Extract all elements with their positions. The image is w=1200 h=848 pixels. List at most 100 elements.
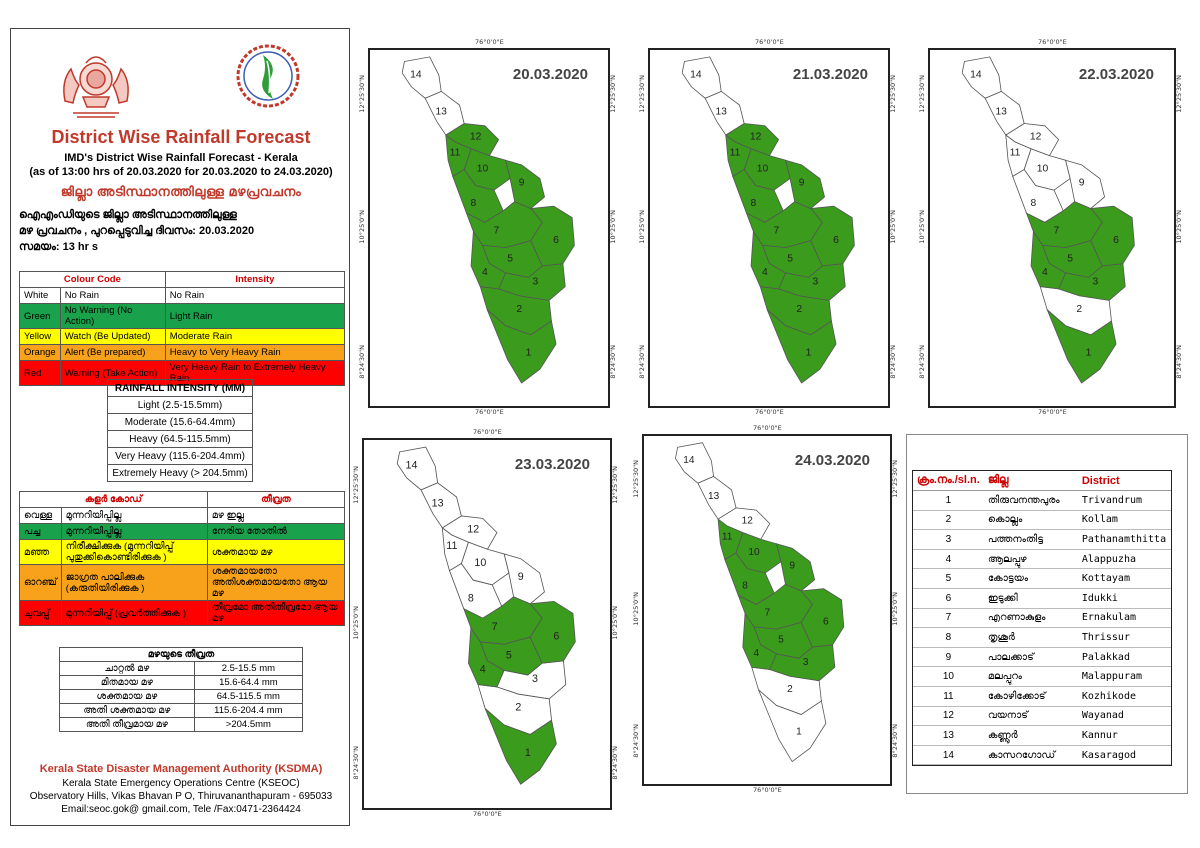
- district-number-label: 4: [482, 267, 488, 278]
- latitude-label: 10°25'0"N: [891, 592, 899, 626]
- malayalam-line-3: സമയം: 13 hr s: [19, 241, 99, 253]
- district-number-label: 6: [823, 617, 829, 628]
- page-title: District Wise Rainfall Forecast: [51, 127, 311, 147]
- longitude-label: 76°0'0"E: [753, 786, 782, 794]
- intensity-row: Extremely Heavy (> 204.5mm): [107, 464, 253, 482]
- ml-intensity-range: 64.5-115.5 mm: [193, 689, 304, 704]
- district-number-label: 4: [762, 267, 768, 278]
- colour-intensity: Moderate Rain: [164, 328, 346, 345]
- district-number-label: 10: [477, 164, 489, 175]
- ml-colour-intensity: മഴ ഇല്ല: [206, 507, 346, 524]
- district-number-label: 7: [493, 226, 499, 237]
- ml-colour-row-white: വെള്ള മുന്നറിയിപ്പില്ല മഴ ഇല്ല: [19, 507, 346, 524]
- colour-intensity: Heavy to Very Heavy Rain: [164, 344, 346, 361]
- district-row: 14 കാസറഗോഡ് Kasaragod: [913, 745, 1171, 766]
- colour-code-header: Colour Code: [19, 271, 166, 288]
- colour-row-yellow: Yellow Watch (Be Updated) Moderate Rain: [19, 328, 346, 345]
- ml-intensity-label: അതി ശക്തമായ മഴ: [59, 703, 195, 718]
- malayalam-colour-code-table: കളർ കോഡ് തീവ്രത വെള്ള മുന്നറിയിപ്പില്ല മ…: [19, 491, 346, 626]
- district-number-label: 3: [812, 276, 818, 287]
- latitude-label: 10°25'0"N: [611, 606, 619, 640]
- district-number: 8: [913, 627, 984, 648]
- district-number: 1: [913, 490, 984, 511]
- district-number-label: 6: [553, 235, 559, 246]
- district-number-label: 13: [715, 106, 727, 117]
- district-english-name: Alappuzha: [1077, 549, 1171, 570]
- malayalam-intensity-table: മഴയുടെ തീവ്രത ചാറ്റൽ മഴ 2.5-15.5 mm മിതമാ…: [59, 647, 304, 732]
- forecast-map-day1: 20.03.2020 1 2 3 4 5 6 7 8 9 10 11 12 13 14 76°0'0"E 76°…: [358, 38, 617, 416]
- district-english-name: Pathanamthitta: [1077, 529, 1171, 550]
- district-area-9: [784, 159, 826, 209]
- ml-colour-name: വെള്ള: [19, 507, 62, 524]
- district-english-name: Thrissur: [1077, 627, 1171, 648]
- district-number-label: 1: [806, 347, 812, 358]
- forecast-map-day4: 23.03.2020 1 2 3 4 5 6 7 8 9 10 11 12 13 14 76°0'0"E 76°…: [352, 428, 619, 818]
- district-number-label: 7: [773, 226, 779, 237]
- district-number-label: 8: [470, 198, 476, 209]
- district-number-label: 6: [833, 235, 839, 246]
- ml-colour-action: മുന്നറിയിപ്പ് (പ്രവർത്തിക്കുക ): [60, 600, 208, 626]
- district-number-label: 2: [787, 684, 793, 695]
- district-number-label: 12: [470, 132, 482, 143]
- district-number: 3: [913, 529, 984, 550]
- info-panel: District Wise Rainfall Forecast IMD's Di…: [10, 28, 350, 826]
- latitude-label: 8°24'30"N: [632, 724, 640, 758]
- district-number-label: 7: [492, 621, 498, 633]
- ml-colour-header: കളർ കോഡ്: [19, 491, 208, 508]
- district-number-label: 11: [1010, 148, 1021, 159]
- longitude-label: 76°0'0"E: [475, 408, 504, 416]
- district-number-label: 8: [468, 592, 474, 604]
- colour-action: Alert (Be prepared): [59, 344, 166, 361]
- district-number-label: 12: [1030, 132, 1042, 143]
- longitude-label: 76°0'0"E: [475, 38, 504, 46]
- ml-colour-row-red: ചുവപ്പ് മുന്നറിയിപ്പ് (പ്രവർത്തിക്കുക ) …: [19, 600, 346, 626]
- ml-colour-intensity: തീവ്രമോ അതിതീവ്രമോ ആയ മഴ: [206, 600, 346, 626]
- latitude-label: 8°24'30"N: [891, 724, 899, 758]
- footer-organisation: Kerala State Disaster Management Authori…: [39, 763, 323, 775]
- latitude-label: 12°25'30"N: [1175, 74, 1183, 113]
- district-number-label: 8: [750, 198, 756, 209]
- district-number: 5: [913, 568, 984, 589]
- ml-colour-action: നിരീക്ഷിക്കുക (മുന്നറിയിപ്പ് പുതുക്കികൊണ…: [60, 539, 208, 565]
- district-number-label: 11: [446, 540, 457, 552]
- latitude-label: 12°25'30"N: [889, 74, 897, 113]
- colour-intensity: No Rain: [164, 287, 346, 304]
- district-number-label: 2: [516, 304, 522, 315]
- longitude-label: 76°0'0"E: [1038, 38, 1067, 46]
- district-number-label: 4: [480, 664, 486, 676]
- district-number: 14: [913, 745, 984, 766]
- map-date: 23.03.2020: [514, 456, 590, 473]
- intensity-row: Light (2.5-15.5mm): [107, 396, 253, 414]
- district-number-label: 12: [750, 132, 762, 143]
- district-english-name: Palakkad: [1077, 647, 1171, 668]
- latitude-label: 10°25'0"N: [1175, 210, 1183, 244]
- longitude-label: 76°0'0"E: [755, 38, 784, 46]
- longitude-label: 76°0'0"E: [473, 428, 502, 436]
- footer-centre: Kerala State Emergency Operations Centre…: [62, 778, 300, 789]
- latitude-label: 10°25'0"N: [889, 210, 897, 244]
- ml-intensity-table-header: മഴയുടെ തീവ്രത: [59, 647, 303, 662]
- district-number-label: 2: [1076, 304, 1082, 315]
- district-number-label: 13: [995, 106, 1007, 117]
- district-malayalam-name: ആലപ്പുഴ: [983, 549, 1078, 570]
- colour-name: Yellow: [19, 328, 61, 345]
- district-malayalam-name: തിരുവനന്തപുരം: [983, 490, 1078, 511]
- latitude-label: 12°25'30"N: [358, 74, 366, 113]
- malayalam-line-1: ഐഎംഡിയുടെ ജില്ലാ അടിസ്ഥാനത്തിലുള്ള: [19, 209, 237, 221]
- ml-colour-action: മുന്നറിയിപ്പില്ല: [60, 523, 208, 540]
- latitude-label: 10°25'0"N: [638, 210, 646, 244]
- district-number: 13: [913, 725, 984, 746]
- district-area-14: [961, 56, 1002, 99]
- colour-name: Green: [19, 303, 61, 329]
- district-row: 11 കോഴിക്കോട് Kozhikode: [913, 686, 1171, 707]
- map-date: 20.03.2020: [512, 66, 588, 83]
- district-table: ക്രം.നം./sl.n. ജില്ല District 1 തിരുവനന്ത…: [913, 471, 1171, 766]
- latitude-label: 8°24'30"N: [1175, 345, 1183, 379]
- ml-intensity-range: 2.5-15.5 mm: [193, 661, 304, 676]
- district-number-label: 10: [757, 164, 769, 175]
- latitude-label: 8°24'30"N: [918, 345, 926, 379]
- colour-name: White: [19, 287, 61, 304]
- colour-action: No Warning (No Action): [59, 303, 166, 329]
- district-number: 11: [913, 686, 984, 707]
